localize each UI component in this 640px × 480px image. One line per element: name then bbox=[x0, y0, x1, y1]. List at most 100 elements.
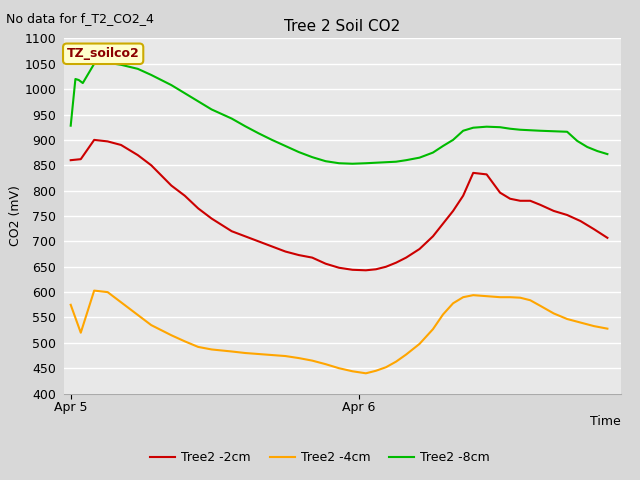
Tree2 -4cm bbox=[577, 320, 584, 325]
Tree2 -8cm bbox=[228, 116, 236, 121]
Tree2 -8cm bbox=[563, 129, 571, 135]
Tree2 -8cm bbox=[255, 131, 262, 136]
Tree2 -2cm bbox=[147, 162, 155, 168]
Text: Time: Time bbox=[590, 415, 621, 428]
Tree2 -4cm bbox=[268, 352, 276, 358]
Tree2 -2cm bbox=[416, 246, 424, 252]
Tree2 -8cm bbox=[372, 160, 380, 166]
Tree2 -8cm bbox=[584, 144, 591, 150]
Tree2 -8cm bbox=[362, 160, 370, 166]
Tree2 -2cm bbox=[362, 267, 370, 273]
Tree2 -4cm bbox=[604, 326, 611, 332]
Tree2 -2cm bbox=[195, 205, 202, 211]
Text: TZ_soilco2: TZ_soilco2 bbox=[67, 47, 140, 60]
Tree2 -2cm bbox=[439, 221, 447, 227]
Tree2 -4cm bbox=[117, 300, 125, 305]
Tree2 -4cm bbox=[526, 297, 534, 303]
Tree2 -8cm bbox=[536, 128, 544, 133]
Tree2 -2cm bbox=[536, 202, 544, 208]
Tree2 -4cm bbox=[228, 348, 236, 354]
Tree2 -8cm bbox=[295, 149, 303, 155]
Tree2 -4cm bbox=[506, 294, 514, 300]
Tree2 -2cm bbox=[429, 233, 437, 239]
Tree2 -4cm bbox=[372, 368, 380, 373]
Tree2 -8cm bbox=[516, 127, 524, 132]
Tree2 -8cm bbox=[134, 66, 141, 72]
Tree2 -2cm bbox=[577, 218, 584, 224]
Tree2 -8cm bbox=[604, 151, 611, 157]
Tree2 -4cm bbox=[392, 359, 400, 364]
Tree2 -2cm bbox=[449, 208, 457, 214]
Tree2 -2cm bbox=[268, 243, 276, 249]
Tree2 -4cm bbox=[208, 347, 216, 352]
Tree2 -2cm bbox=[516, 198, 524, 204]
Tree2 -8cm bbox=[496, 124, 504, 130]
Tree2 -8cm bbox=[168, 82, 175, 88]
Tree2 -8cm bbox=[117, 62, 125, 68]
Tree2 -4cm bbox=[335, 365, 343, 371]
Tree2 -8cm bbox=[308, 154, 316, 160]
Tree2 -4cm bbox=[416, 341, 424, 347]
Tree2 -2cm bbox=[282, 249, 289, 254]
Tree2 -2cm bbox=[382, 264, 390, 270]
Tree2 -4cm bbox=[322, 361, 330, 367]
Tree2 -4cm bbox=[550, 311, 557, 316]
Tree2 -4cm bbox=[349, 368, 356, 374]
Tree2 -4cm bbox=[362, 371, 370, 376]
Tree2 -2cm bbox=[550, 208, 557, 214]
Tree2 -2cm bbox=[403, 255, 410, 261]
Tree2 -8cm bbox=[506, 126, 514, 132]
Tree2 -8cm bbox=[460, 128, 467, 133]
Tree2 -4cm bbox=[308, 358, 316, 363]
Tree2 -4cm bbox=[429, 326, 437, 332]
Tree2 -8cm bbox=[429, 150, 437, 156]
Tree2 -2cm bbox=[241, 233, 249, 239]
Tree2 -2cm bbox=[168, 183, 175, 189]
Tree2 -4cm bbox=[104, 289, 111, 295]
Tree2 -2cm bbox=[563, 212, 571, 218]
Tree2 -8cm bbox=[241, 123, 249, 129]
Tree2 -8cm bbox=[282, 143, 289, 149]
Tree2 -2cm bbox=[208, 216, 216, 221]
Tree2 -8cm bbox=[403, 157, 410, 163]
Tree2 -8cm bbox=[449, 137, 457, 143]
Tree2 -8cm bbox=[72, 76, 79, 82]
Tree2 -2cm bbox=[349, 267, 356, 273]
Tree2 -4cm bbox=[449, 300, 457, 306]
Tree2 -8cm bbox=[147, 72, 155, 78]
Tree2 -4cm bbox=[168, 332, 175, 338]
Tree2 -8cm bbox=[416, 155, 424, 160]
Tree2 -8cm bbox=[469, 125, 477, 131]
Tree2 -4cm bbox=[255, 351, 262, 357]
Tree2 -8cm bbox=[268, 137, 276, 143]
Tree2 -8cm bbox=[526, 127, 534, 133]
Tree2 -8cm bbox=[75, 77, 83, 83]
Tree2 -8cm bbox=[382, 159, 390, 165]
Tree2 -8cm bbox=[208, 107, 216, 112]
Tree2 -4cm bbox=[563, 316, 571, 322]
Tree2 -2cm bbox=[77, 156, 84, 162]
Tree2 -4cm bbox=[516, 295, 524, 300]
Tree2 -8cm bbox=[593, 148, 601, 154]
Tree2 -4cm bbox=[460, 294, 467, 300]
Tree2 -2cm bbox=[255, 239, 262, 244]
Tree2 -8cm bbox=[349, 161, 356, 167]
Line: Tree2 -4cm: Tree2 -4cm bbox=[70, 290, 607, 373]
Tree2 -2cm bbox=[506, 196, 514, 202]
Line: Tree2 -2cm: Tree2 -2cm bbox=[70, 140, 607, 270]
Tree2 -2cm bbox=[181, 193, 189, 199]
Tree2 -8cm bbox=[439, 143, 447, 149]
Tree2 -8cm bbox=[483, 124, 490, 130]
Tree2 -2cm bbox=[90, 137, 98, 143]
Tree2 -2cm bbox=[104, 139, 111, 144]
Tree2 -2cm bbox=[295, 252, 303, 258]
Tree2 -2cm bbox=[604, 235, 611, 240]
Tree2 -4cm bbox=[496, 294, 504, 300]
Tree2 -2cm bbox=[228, 228, 236, 234]
Tree2 -4cm bbox=[403, 352, 410, 358]
Tree2 -4cm bbox=[90, 288, 98, 293]
Tree2 -8cm bbox=[550, 128, 557, 134]
Tree2 -4cm bbox=[282, 353, 289, 359]
Tree2 -4cm bbox=[590, 323, 598, 329]
Tree2 -4cm bbox=[77, 330, 84, 336]
